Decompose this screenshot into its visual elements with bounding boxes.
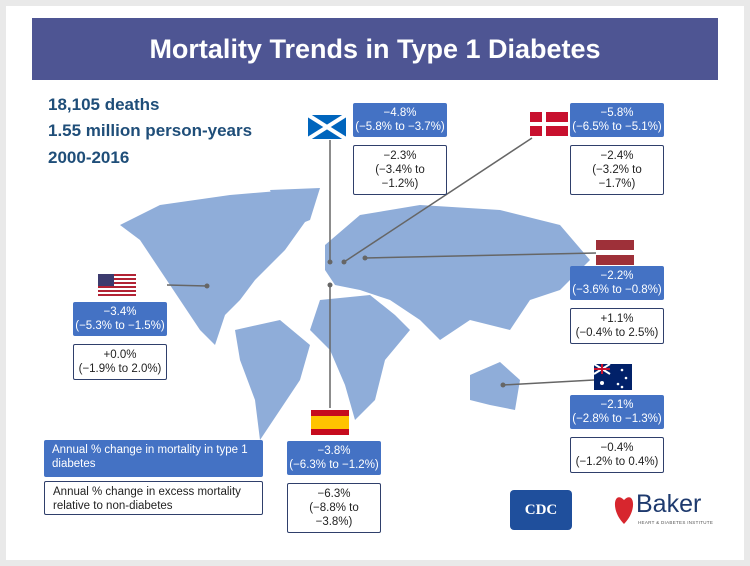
callout-text: −4.8% — [383, 107, 417, 119]
callout-text: (−1.9% to 2.0%) — [78, 363, 162, 375]
callout-text: (−3.4% to −1.2%) — [375, 164, 425, 190]
annual-change: −2.1% (−2.8% to −1.3%) — [570, 395, 664, 429]
callout-text: (−5.8% to −3.7%) — [355, 121, 445, 133]
excess-change: +1.1% (−0.4% to 2.5%) — [570, 308, 664, 344]
callout-text: −2.2% — [600, 270, 634, 282]
stat: 1.55 million person-years — [48, 121, 253, 140]
legend-excess: Annual % change in excess mortality rela… — [44, 481, 263, 515]
callout-text: (−1.2% to 0.4%) — [575, 456, 659, 468]
flag-latvia — [596, 240, 634, 265]
excess-change: −6.3% (−8.8% to −3.8%) — [287, 483, 381, 533]
slide: Mortality Trends in Type 1 Diabetes 18,1… — [6, 6, 744, 560]
callout-text: (−2.8% to −1.3%) — [572, 413, 662, 425]
cdc-logo: CDC — [510, 490, 572, 530]
callout-text: −2.1% — [600, 399, 634, 411]
baker-logo: Baker — [636, 490, 702, 518]
annual-change: −2.2% (−3.6% to −0.8%) — [570, 266, 664, 300]
excess-change: −2.3% (−3.4% to −1.2%) — [353, 145, 447, 195]
flag-australia — [593, 363, 632, 390]
annual-change: −3.8% (−6.3% to −1.2%) — [287, 441, 381, 475]
flag-scotland — [306, 113, 348, 141]
points — [204, 255, 506, 388]
legend-annual: Annual % change in mortality in type 1 d… — [44, 440, 263, 477]
callout-text: −2.4% — [600, 150, 634, 162]
excess-change: −2.4% (−3.2% to −1.7%) — [570, 145, 664, 195]
annual-change: −5.8% (−6.5% to −5.1%) — [570, 103, 664, 137]
title: Mortality Trends in Type 1 Diabetes — [32, 18, 718, 80]
annual-change: −4.8% (−5.8% to −3.7%) — [353, 103, 447, 137]
annual-change: −3.4% (−5.3% to −1.5%) — [73, 302, 167, 336]
callout-text: −0.4% — [600, 442, 634, 454]
excess-change: +0.0% (−1.9% to 2.0%) — [73, 344, 167, 380]
callout-text: (−5.3% to −1.5%) — [75, 320, 165, 332]
callout-text: −6.3% — [317, 488, 351, 500]
callout-text: (−6.3% to −1.2%) — [289, 459, 379, 471]
callout-text: −5.8% — [600, 107, 634, 119]
callout-text: (−6.5% to −5.1%) — [572, 121, 662, 133]
excess-change: −0.4% (−1.2% to 0.4%) — [570, 437, 664, 473]
flag-usa — [98, 274, 136, 298]
callout-text: (−3.6% to −0.8%) — [572, 284, 662, 296]
callout-text: (−3.2% to −1.7%) — [592, 164, 642, 190]
callout-text: (−8.8% to −3.8%) — [309, 502, 359, 528]
callout-text: −3.8% — [317, 445, 351, 457]
connector-lines — [166, 137, 597, 408]
callout-text: (−0.4% to 2.5%) — [575, 327, 659, 339]
baker-subtitle: HEART & DIABETES INSTITUTE — [638, 520, 714, 525]
baker-heart — [614, 497, 634, 524]
continents — [120, 188, 590, 440]
stat: 18,105 deaths — [48, 95, 160, 114]
flag-denmark — [530, 112, 568, 136]
map — [98, 112, 634, 524]
stat: 2000-2016 — [48, 148, 130, 167]
callout-text: −3.4% — [103, 306, 137, 318]
callout-text: +1.1% — [600, 313, 634, 325]
callout-text: −2.3% — [383, 150, 417, 162]
callout-text: +0.0% — [103, 349, 137, 361]
flag-spain — [311, 410, 349, 435]
